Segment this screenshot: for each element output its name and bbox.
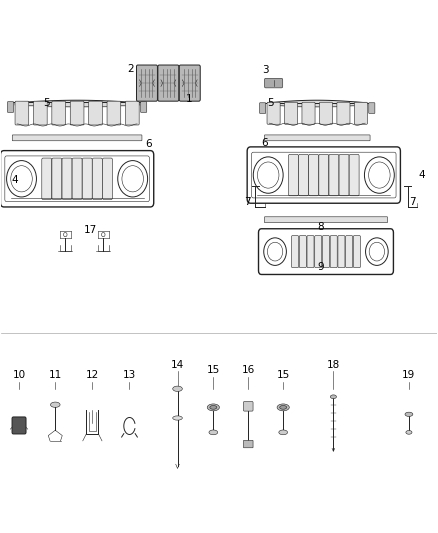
Text: 15: 15	[207, 365, 220, 375]
Text: 14: 14	[171, 360, 184, 370]
Text: 3: 3	[262, 65, 268, 75]
FancyBboxPatch shape	[267, 102, 280, 124]
FancyBboxPatch shape	[315, 236, 322, 268]
Text: 7: 7	[244, 197, 251, 207]
FancyBboxPatch shape	[309, 155, 318, 196]
FancyBboxPatch shape	[33, 101, 47, 125]
FancyBboxPatch shape	[12, 135, 142, 141]
FancyBboxPatch shape	[369, 103, 375, 114]
FancyBboxPatch shape	[265, 135, 370, 141]
FancyBboxPatch shape	[141, 102, 147, 112]
Text: 6: 6	[261, 138, 268, 148]
Text: 15: 15	[276, 370, 290, 381]
Text: 8: 8	[318, 222, 324, 232]
Ellipse shape	[277, 404, 289, 411]
FancyBboxPatch shape	[349, 155, 359, 196]
Ellipse shape	[210, 406, 217, 409]
FancyBboxPatch shape	[52, 101, 66, 125]
FancyBboxPatch shape	[88, 101, 102, 125]
FancyBboxPatch shape	[329, 155, 339, 196]
Ellipse shape	[406, 431, 412, 434]
FancyBboxPatch shape	[307, 236, 314, 268]
FancyBboxPatch shape	[265, 217, 388, 223]
Text: 5: 5	[43, 98, 50, 108]
FancyBboxPatch shape	[289, 155, 298, 196]
Ellipse shape	[330, 395, 336, 399]
FancyBboxPatch shape	[15, 101, 29, 125]
FancyBboxPatch shape	[52, 158, 62, 199]
Text: 11: 11	[49, 370, 62, 381]
FancyBboxPatch shape	[12, 417, 26, 434]
FancyBboxPatch shape	[338, 236, 345, 268]
Circle shape	[102, 232, 105, 237]
FancyBboxPatch shape	[72, 158, 82, 199]
FancyBboxPatch shape	[285, 102, 297, 124]
FancyBboxPatch shape	[244, 401, 253, 411]
Text: 4: 4	[419, 170, 425, 180]
FancyBboxPatch shape	[125, 101, 139, 125]
FancyBboxPatch shape	[179, 65, 200, 101]
FancyBboxPatch shape	[7, 102, 14, 112]
Text: 2: 2	[127, 64, 134, 74]
FancyBboxPatch shape	[299, 236, 306, 268]
FancyBboxPatch shape	[137, 65, 157, 101]
FancyBboxPatch shape	[299, 155, 308, 196]
FancyBboxPatch shape	[330, 236, 337, 268]
FancyBboxPatch shape	[70, 101, 84, 125]
Text: 4: 4	[12, 175, 18, 185]
Text: 19: 19	[402, 370, 416, 381]
Ellipse shape	[209, 430, 218, 435]
FancyBboxPatch shape	[337, 102, 350, 124]
FancyBboxPatch shape	[107, 101, 121, 125]
Text: 18: 18	[327, 360, 340, 370]
Text: 6: 6	[145, 139, 152, 149]
FancyBboxPatch shape	[353, 236, 360, 268]
FancyBboxPatch shape	[260, 103, 266, 114]
Ellipse shape	[50, 402, 60, 407]
Text: 7: 7	[409, 197, 415, 207]
Text: 1: 1	[186, 94, 193, 104]
FancyBboxPatch shape	[244, 440, 253, 448]
FancyBboxPatch shape	[62, 158, 72, 199]
Text: 17: 17	[84, 225, 97, 236]
Ellipse shape	[207, 404, 219, 411]
Circle shape	[64, 232, 67, 237]
Text: 16: 16	[242, 365, 255, 375]
Ellipse shape	[173, 416, 182, 420]
Text: 5: 5	[267, 98, 274, 108]
Ellipse shape	[173, 386, 182, 391]
FancyBboxPatch shape	[92, 158, 102, 199]
Text: 13: 13	[123, 370, 136, 381]
Ellipse shape	[405, 412, 413, 416]
Ellipse shape	[279, 430, 288, 435]
Text: 9: 9	[318, 262, 324, 272]
FancyBboxPatch shape	[302, 102, 315, 124]
FancyBboxPatch shape	[82, 158, 92, 199]
FancyBboxPatch shape	[102, 158, 113, 199]
FancyBboxPatch shape	[158, 65, 179, 101]
Text: 10: 10	[12, 370, 25, 381]
FancyBboxPatch shape	[354, 102, 367, 124]
FancyBboxPatch shape	[322, 236, 329, 268]
FancyBboxPatch shape	[265, 78, 283, 88]
FancyBboxPatch shape	[319, 155, 329, 196]
FancyBboxPatch shape	[346, 236, 353, 268]
FancyBboxPatch shape	[42, 158, 52, 199]
Ellipse shape	[280, 406, 287, 409]
FancyBboxPatch shape	[339, 155, 349, 196]
FancyBboxPatch shape	[319, 102, 332, 124]
Text: 12: 12	[86, 370, 99, 381]
FancyBboxPatch shape	[292, 236, 299, 268]
